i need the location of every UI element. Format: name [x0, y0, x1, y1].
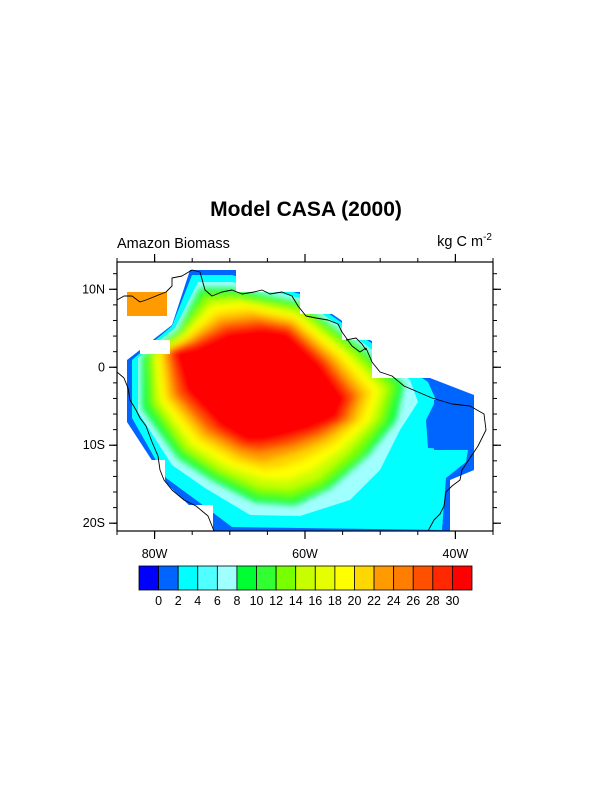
coastline [117, 269, 487, 531]
colorbar-label: 18 [328, 594, 342, 608]
colorbar-swatch [275, 565, 297, 591]
colorbar-label: 30 [445, 594, 459, 608]
lat-tick-label: 10N [82, 282, 105, 296]
colorbar-swatch [197, 565, 218, 591]
colorbar-swatch [393, 565, 414, 591]
field-gap-s [165, 505, 213, 531]
axis-ticks [109, 254, 501, 539]
colorbar-label: 12 [269, 594, 283, 608]
colorbar-swatch [354, 565, 375, 591]
colorbar-label: 16 [308, 594, 322, 608]
colorbar-label: 6 [214, 594, 221, 608]
colorbar-swatch [452, 565, 473, 591]
colorbar-swatch [177, 565, 199, 591]
colorbar-label: 2 [175, 594, 182, 608]
colorbar-label: 28 [426, 594, 440, 608]
field-gap-s2 [450, 480, 474, 531]
map-panel [117, 262, 493, 531]
colorbar-labels: 0 2 4 6 8 10 12 14 16 18 20 22 24 26 28 30 [155, 594, 459, 608]
biomass-field [117, 262, 493, 531]
colorbar-label: 24 [387, 594, 401, 608]
field-core [142, 288, 404, 505]
lat-tick-label: 0 [98, 360, 105, 374]
colorbar-label: 22 [367, 594, 381, 608]
lon-tick-label: 60W [292, 547, 318, 561]
colorbar-swatch [216, 565, 238, 591]
units-label: kg C m-2 [437, 232, 492, 250]
field-gap-e2 [372, 340, 493, 378]
colorbar-label: 8 [233, 594, 240, 608]
lat-tick-label: 10S [83, 438, 105, 452]
coastline-inlet [345, 337, 367, 351]
lon-tick-labels: 80W 60W 40W [142, 547, 469, 561]
field-gap-n [236, 262, 300, 292]
colorbar-label: 14 [289, 594, 303, 608]
colorbar-swatch [295, 565, 316, 591]
colorbar-swatch [373, 565, 395, 591]
colorbar-swatch [236, 565, 257, 591]
colorbar-label: 20 [348, 594, 362, 608]
units-exponent: -2 [483, 232, 492, 243]
colorbar-swatch [138, 565, 159, 591]
colorbar-label: 0 [155, 594, 162, 608]
colorbar-label: 4 [194, 594, 201, 608]
field-gap-se [474, 378, 493, 531]
colorbar-swatch [412, 565, 434, 591]
colorbar-swatch [334, 565, 355, 591]
lat-tick-label: 20S [83, 516, 105, 530]
colorbar [138, 565, 473, 591]
field-gap-e [342, 314, 493, 340]
field-gap-sw [117, 460, 165, 531]
plot-title: Model CASA (2000) [210, 198, 402, 221]
field-gap-west [140, 340, 170, 354]
field-patch-orange-nw [127, 292, 167, 316]
lon-tick-label: 80W [142, 547, 168, 561]
field-patch-blue-east [434, 400, 472, 450]
lat-tick-labels: 10N 0 10S 20S [82, 282, 105, 530]
field-gap-ne [300, 262, 493, 314]
lon-tick-label: 40W [443, 547, 469, 561]
colorbar-swatch [432, 565, 453, 591]
colorbar-label: 10 [250, 594, 264, 608]
variable-label: Amazon Biomass [117, 236, 230, 252]
units-base: kg C m [437, 234, 483, 250]
colorbar-label: 26 [406, 594, 420, 608]
colorbar-swatch [256, 565, 277, 591]
colorbar-swatch [314, 565, 336, 591]
colorbar-swatch [158, 565, 179, 591]
